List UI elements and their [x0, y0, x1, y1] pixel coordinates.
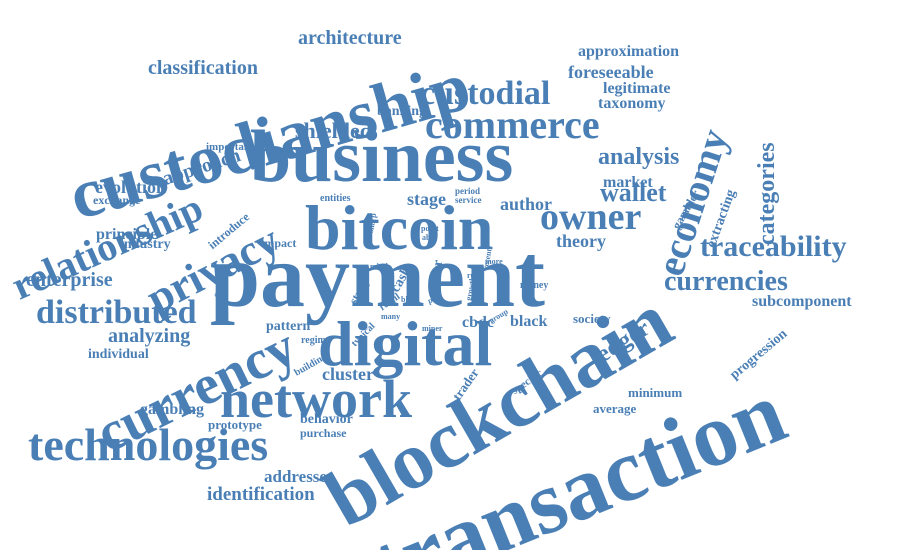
word-categories: categories: [754, 142, 780, 245]
word-miner: miner: [422, 324, 443, 333]
word-currencies: currencies: [664, 266, 788, 297]
word-average: average: [593, 401, 637, 416]
word-money: money: [520, 280, 549, 291]
word-cbdc: cbdc: [462, 314, 494, 331]
word-principle: principle: [96, 226, 158, 243]
word-many: many: [381, 312, 401, 321]
word-mind: mind: [370, 262, 388, 271]
word-addresses: addresses: [264, 467, 334, 486]
word-approximation: approximation: [578, 43, 680, 60]
word-regime: regime: [301, 335, 331, 346]
word-industry: industry: [120, 237, 171, 252]
word-architecture: architecture: [298, 27, 402, 49]
word-more: more: [485, 257, 503, 266]
word-analyzing: analyzing: [108, 325, 191, 347]
word-wallet: wallet: [600, 178, 667, 207]
word-purchase: purchase: [300, 426, 347, 440]
word-user: user: [429, 259, 447, 287]
word-cluster: cluster: [322, 364, 374, 384]
word-entities: entities: [320, 193, 351, 204]
word-theory: theory: [556, 231, 606, 251]
word-society: society: [573, 311, 611, 326]
word-distributed: distributed: [36, 294, 197, 331]
word-taxonomy: taxonomy: [598, 95, 666, 112]
word-prototype: prototype: [208, 417, 262, 432]
word-subcomponent: subcomponent: [752, 293, 852, 310]
word-foreseeable: foreseeable: [568, 62, 654, 82]
word-evolution: evolution: [95, 177, 167, 197]
word-banking: banking: [377, 104, 427, 119]
word-pattern: pattern: [266, 319, 311, 334]
word-black: black: [510, 313, 548, 330]
word-individual: individual: [88, 347, 149, 362]
word-point: point: [421, 224, 439, 233]
word-business: business: [250, 116, 514, 198]
word-payment: payment: [210, 227, 545, 326]
word-author: author: [500, 194, 553, 214]
word-owner: owner: [540, 196, 642, 238]
word-enterprise: enterprise: [26, 269, 113, 291]
word-network: network: [220, 369, 412, 429]
word-rule: rule: [467, 271, 481, 280]
word-technologies: technologies: [28, 419, 269, 470]
word-custodial: custodial: [420, 75, 551, 112]
word-traceability: traceability: [700, 230, 847, 263]
word-shielded: shielded: [295, 118, 373, 143]
word-analysis: analysis: [598, 144, 680, 170]
word-important: important: [206, 141, 254, 153]
word-commerce: commerce: [425, 102, 600, 147]
word-block: block: [401, 295, 420, 304]
word-bitcoin: bitcoin: [305, 192, 494, 263]
word-identification: identification: [207, 484, 315, 505]
word-gambling: gambling: [140, 401, 205, 418]
word-behavior: behavior: [300, 412, 353, 427]
word-legitimate: legitimate: [603, 80, 671, 97]
word-period: period: [455, 186, 481, 196]
word-minimum: minimum: [628, 385, 683, 400]
word-exchange: exchange: [93, 193, 141, 207]
word-impact: impact: [261, 236, 297, 250]
word-market: market: [603, 174, 653, 191]
word-digital: digital: [318, 308, 493, 379]
word-classification: classification: [148, 57, 258, 79]
word-able: able: [422, 233, 437, 242]
word-stage: stage: [407, 189, 446, 209]
word-service: service: [455, 195, 482, 205]
